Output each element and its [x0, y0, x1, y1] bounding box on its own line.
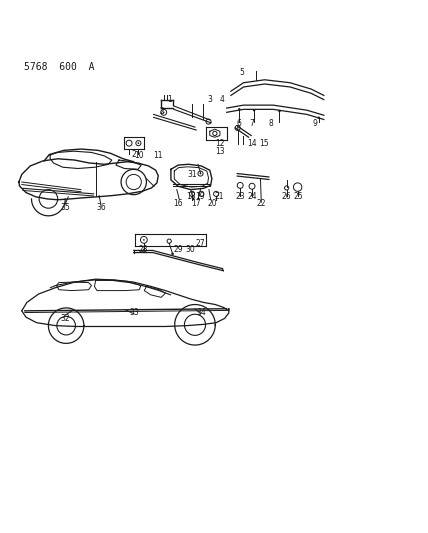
Circle shape: [239, 195, 241, 196]
Circle shape: [213, 131, 217, 135]
Text: 36: 36: [96, 203, 106, 212]
Text: 2: 2: [131, 150, 136, 159]
Text: 1: 1: [167, 95, 172, 104]
Text: 33: 33: [130, 308, 140, 317]
Circle shape: [253, 109, 256, 111]
Text: 11: 11: [154, 151, 163, 160]
Text: 32: 32: [60, 313, 70, 322]
Text: 13: 13: [216, 147, 225, 156]
Text: 14: 14: [247, 140, 257, 149]
Text: 29: 29: [173, 245, 183, 254]
Text: 7: 7: [250, 119, 255, 128]
Text: 9: 9: [313, 119, 318, 128]
Circle shape: [199, 173, 201, 174]
Circle shape: [318, 117, 320, 119]
Text: 31: 31: [187, 170, 197, 179]
Circle shape: [238, 108, 241, 111]
Text: 12: 12: [216, 140, 225, 149]
Text: 27: 27: [196, 239, 205, 248]
Text: 22: 22: [256, 199, 266, 208]
Text: 4: 4: [220, 95, 225, 104]
Text: 23: 23: [235, 192, 245, 201]
Text: 28: 28: [138, 245, 148, 254]
Text: 16: 16: [173, 199, 183, 208]
Text: 17: 17: [191, 199, 201, 208]
Circle shape: [143, 249, 145, 252]
Text: 21: 21: [214, 192, 224, 201]
Text: 5: 5: [239, 68, 244, 77]
Text: 5768  600  A: 5768 600 A: [24, 62, 95, 72]
Text: 10: 10: [134, 151, 144, 160]
Text: 15: 15: [259, 140, 269, 149]
Text: 20: 20: [207, 199, 217, 208]
Circle shape: [137, 142, 139, 144]
Circle shape: [143, 239, 145, 241]
Circle shape: [171, 253, 174, 255]
Text: 35: 35: [60, 203, 70, 212]
Text: 19: 19: [196, 192, 205, 201]
Text: 24: 24: [247, 192, 257, 201]
Circle shape: [237, 127, 238, 129]
Circle shape: [163, 111, 165, 113]
Text: 30: 30: [186, 245, 196, 254]
Text: 6: 6: [237, 119, 242, 128]
Text: 8: 8: [269, 119, 273, 128]
Circle shape: [251, 195, 253, 196]
Text: 3: 3: [207, 95, 212, 104]
Text: 26: 26: [282, 192, 291, 201]
Text: 34: 34: [196, 308, 206, 317]
Text: 2: 2: [160, 107, 164, 116]
Circle shape: [278, 110, 281, 112]
Text: 18: 18: [186, 192, 196, 201]
Text: 25: 25: [294, 192, 303, 201]
